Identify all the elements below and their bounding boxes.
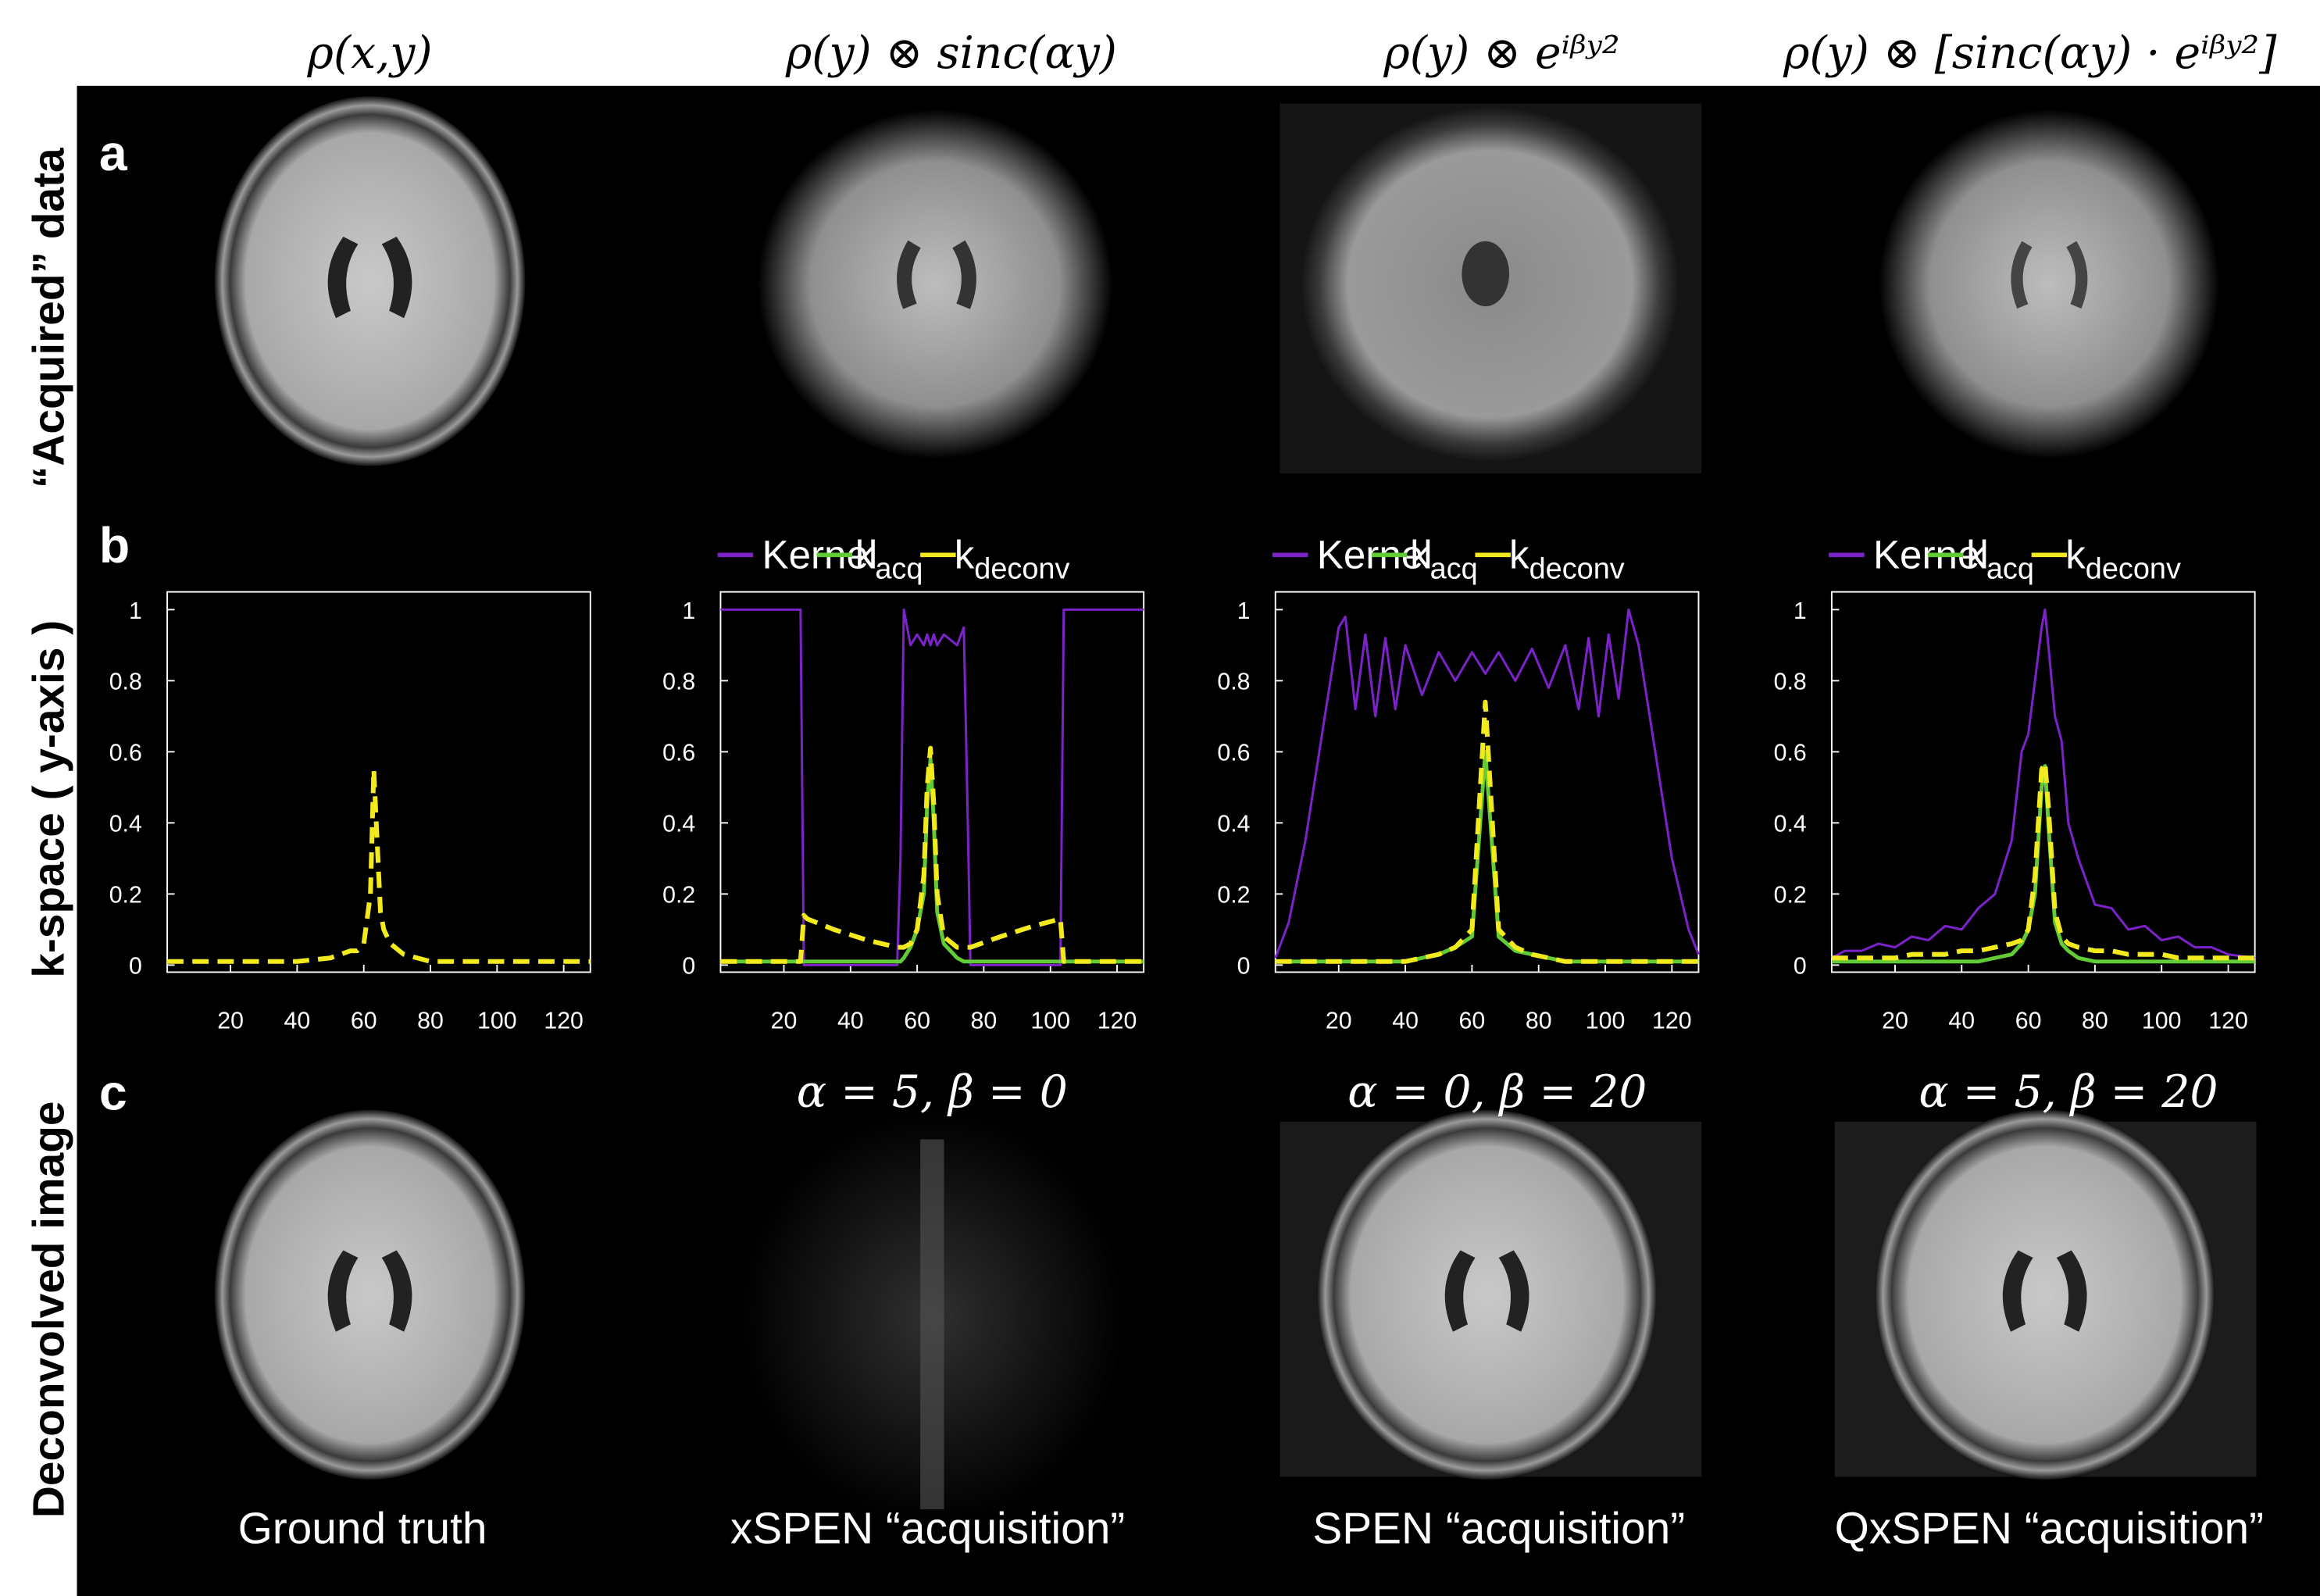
series-line	[1831, 759, 2255, 961]
panel-letter: a	[99, 125, 128, 181]
plot-frame	[166, 591, 591, 973]
x-tick-label: 100	[477, 1008, 517, 1034]
y-tick-label: 1	[129, 598, 142, 624]
image-deconv-spen	[1280, 1109, 1702, 1480]
series-line	[1275, 699, 1699, 964]
panel-letter: b	[99, 517, 130, 573]
parameter-label: α = 5, β = 0	[797, 1066, 1068, 1118]
plot-frame	[1274, 591, 1700, 973]
x-tick-label: 20	[1882, 1008, 1908, 1034]
plot-frame	[1830, 591, 2256, 973]
column-title: ρ(y) ⊗ [sinc(αy) · eⁱᵝʸ²]	[1783, 27, 2277, 79]
series-line	[720, 608, 1144, 966]
x-tick-label: 120	[1098, 1008, 1137, 1034]
image-acquired-xspen	[757, 109, 1113, 459]
y-tick-label: 0.8	[662, 669, 695, 695]
x-tick-label: 40	[1392, 1008, 1419, 1034]
x-tick-label: 80	[1526, 1008, 1552, 1034]
image-acquired-qxspen	[1879, 109, 2220, 459]
x-tick-label: 100	[1586, 1008, 1626, 1034]
y-tick-label: 0.8	[109, 669, 142, 695]
image-deconv-qxspen	[1834, 1109, 2257, 1480]
caption: SPEN “acquisition”	[1312, 1505, 1685, 1554]
caption: Ground truth	[238, 1505, 487, 1554]
y-tick-label: 0.4	[1217, 812, 1250, 837]
row-label: “Acquired” data	[24, 148, 73, 488]
parameter-label: α = 0, β = 20	[1347, 1066, 1647, 1118]
y-tick-label: 0	[129, 954, 142, 980]
series-line	[167, 767, 591, 964]
image-deconv-xspen	[740, 1109, 1125, 1524]
plot-frame	[719, 591, 1145, 973]
x-tick-label: 20	[771, 1008, 798, 1034]
parameter-label: α = 5, β = 20	[1918, 1066, 2218, 1118]
y-tick-label: 1	[682, 598, 695, 624]
series-line	[720, 745, 1144, 964]
caption: xSPEN “acquisition”	[730, 1505, 1125, 1554]
row-label: Deconvolved image	[24, 1101, 73, 1519]
column-title: ρ(x,y)	[307, 27, 433, 79]
x-tick-label: 40	[1948, 1008, 1975, 1034]
legend-label: kdeconv	[955, 532, 1070, 585]
series-line	[1275, 749, 1699, 964]
x-tick-label: 100	[2142, 1008, 2182, 1034]
y-tick-label: 0.6	[109, 741, 142, 766]
y-tick-label: 0	[1237, 954, 1251, 980]
y-tick-label: 0.6	[1774, 741, 1807, 766]
caption: QxSPEN “acquisition”	[1835, 1505, 2264, 1554]
panel-letter: c	[99, 1065, 127, 1121]
y-tick-label: 0.2	[1217, 883, 1250, 909]
x-tick-label: 20	[1326, 1008, 1352, 1034]
y-tick-label: 0.2	[109, 883, 142, 909]
x-tick-label: 60	[2015, 1008, 2042, 1034]
image-ground-truth	[214, 96, 526, 466]
y-tick-label: 0.2	[662, 883, 695, 909]
x-tick-label: 60	[904, 1008, 930, 1034]
y-tick-label: 1	[1794, 598, 1807, 624]
legend-label: kacq	[1966, 532, 2034, 585]
legend-label: kacq	[855, 532, 923, 585]
series-line	[1274, 608, 1700, 959]
column-title: ρ(y) ⊗ sinc(αy)	[785, 27, 1117, 79]
x-tick-label: 120	[2208, 1008, 2248, 1034]
y-tick-label: 0.6	[1217, 741, 1250, 766]
x-tick-label: 60	[351, 1008, 377, 1034]
y-tick-label: 0	[682, 954, 695, 980]
y-tick-label: 0.8	[1774, 669, 1807, 695]
x-tick-label: 40	[284, 1008, 311, 1034]
row-label: k-space ( y-axis )	[24, 620, 73, 978]
x-tick-label: 20	[217, 1008, 244, 1034]
x-tick-label: 80	[417, 1008, 444, 1034]
x-tick-label: 120	[544, 1008, 584, 1034]
y-tick-label: 0	[1794, 954, 1807, 980]
legend-label: kacq	[1410, 532, 1478, 585]
x-tick-label: 120	[1652, 1008, 1692, 1034]
x-tick-label: 80	[2082, 1008, 2108, 1034]
x-tick-label: 60	[1459, 1008, 1486, 1034]
image-deconv-ground-truth	[214, 1109, 526, 1480]
x-tick-label: 40	[837, 1008, 864, 1034]
y-tick-label: 0.6	[662, 741, 695, 766]
y-tick-label: 0.4	[1774, 812, 1807, 837]
column-title: ρ(y) ⊗ eⁱᵝʸ²	[1383, 27, 1619, 79]
x-tick-label: 80	[971, 1008, 998, 1034]
series-line	[1831, 608, 2255, 959]
legend-label: kdeconv	[1509, 532, 1625, 585]
y-tick-label: 0.4	[662, 812, 695, 837]
legend-label: kdeconv	[2065, 532, 2181, 585]
y-tick-label: 0.2	[1774, 883, 1807, 909]
y-tick-label: 0.4	[109, 812, 142, 837]
y-tick-label: 1	[1237, 598, 1251, 624]
image-acquired-spen	[1280, 103, 1702, 474]
y-tick-label: 0.8	[1217, 669, 1250, 695]
x-tick-label: 100	[1030, 1008, 1070, 1034]
